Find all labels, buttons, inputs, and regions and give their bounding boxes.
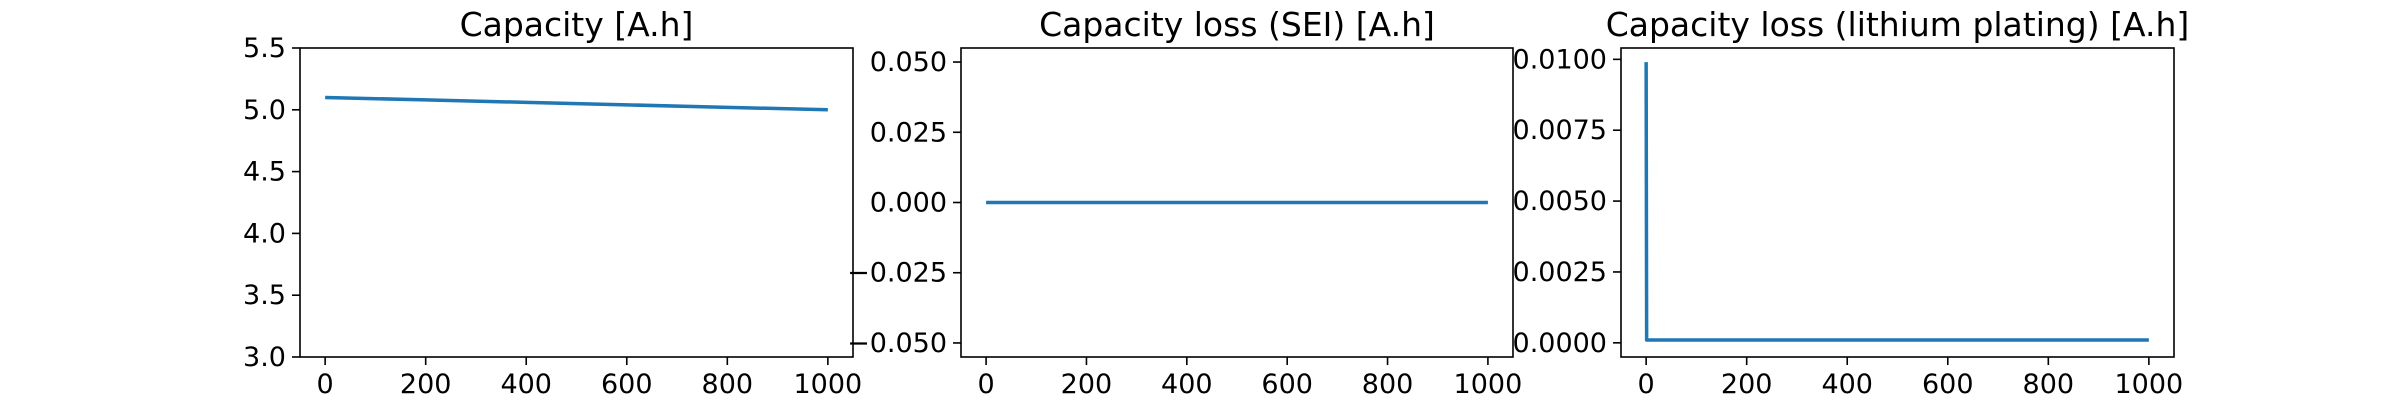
y-tick-label: 0.000 (870, 188, 947, 219)
y-tick-label: 5.5 (243, 33, 286, 64)
x-tick-label: 0 (317, 369, 334, 400)
x-tick-label: 200 (400, 369, 452, 400)
y-tick-label: 4.0 (243, 218, 286, 249)
x-tick-label: 800 (1362, 369, 1414, 400)
x-tick-label: 200 (1061, 369, 1113, 400)
x-tick-label: 400 (500, 369, 552, 400)
chart-title: Capacity [A.h] (460, 5, 694, 44)
axes-frame (1620, 47, 2175, 358)
y-tick-label: 3.5 (243, 280, 286, 311)
x-tick-label: 600 (1261, 369, 1313, 400)
x-tick-label: 800 (702, 369, 754, 400)
series-line (1644, 62, 2149, 342)
y-tick-label: 0.050 (870, 47, 947, 78)
chart-title: Capacity loss (SEI) [A.h] (1039, 5, 1435, 44)
x-tick-label: 0 (1638, 369, 1655, 400)
plot-area: 0 200 400 600 800 1000 3.0 3.5 4.0 4.5 5.0 5.5 (243, 33, 862, 400)
y-tick-label: 0.0100 (1513, 44, 1607, 75)
x-tick-label: 600 (1922, 369, 1974, 400)
plot-area: 0 200 400 600 800 1000 −0.050 −0.025 0.000 0.025 0… (847, 47, 1522, 400)
y-tick-label: −0.025 (847, 258, 947, 289)
y-tick-label: 0.0000 (1513, 328, 1607, 359)
y-tick-label: 3.0 (243, 342, 286, 373)
x-tick-label: 1000 (2115, 369, 2184, 400)
axes-frame (299, 47, 854, 358)
x-tick-label: 1000 (794, 369, 863, 400)
y-tick-label: −0.050 (847, 328, 947, 359)
x-tick-label: 1000 (1454, 369, 1523, 400)
x-tick-label: 400 (1821, 369, 1873, 400)
series-line (325, 95, 828, 112)
x-tick-label: 400 (1161, 369, 1213, 400)
plot-area: 0 200 400 600 800 1000 0.0000 0.0025 0.0050 0.007… (1513, 44, 2184, 400)
x-tick-label: 600 (601, 369, 653, 400)
x-tick-label: 0 (977, 369, 994, 400)
y-tick-label: 0.025 (870, 117, 947, 148)
chart-capacity: Capacity [A.h] 0 200 400 600 800 1000 3.0 3.5 4.… (243, 5, 862, 400)
chart-title: Capacity loss (lithium plating) [A.h] (1606, 5, 2190, 44)
y-tick-label: 4.5 (243, 157, 286, 188)
y-tick-label: 0.0025 (1513, 257, 1607, 288)
y-tick-label: 0.0075 (1513, 115, 1607, 146)
chart-capacity-loss-lithium-plating: Capacity loss (lithium plating) [A.h] 0 2… (1513, 5, 2190, 400)
chart-capacity-loss-sei: Capacity loss (SEI) [A.h] 0 200 400 600 800 1… (847, 5, 1522, 400)
y-tick-label: 0.0050 (1513, 186, 1607, 217)
y-tick-label: 5.0 (243, 95, 286, 126)
x-tick-label: 800 (2023, 369, 2075, 400)
x-tick-label: 200 (1721, 369, 1773, 400)
